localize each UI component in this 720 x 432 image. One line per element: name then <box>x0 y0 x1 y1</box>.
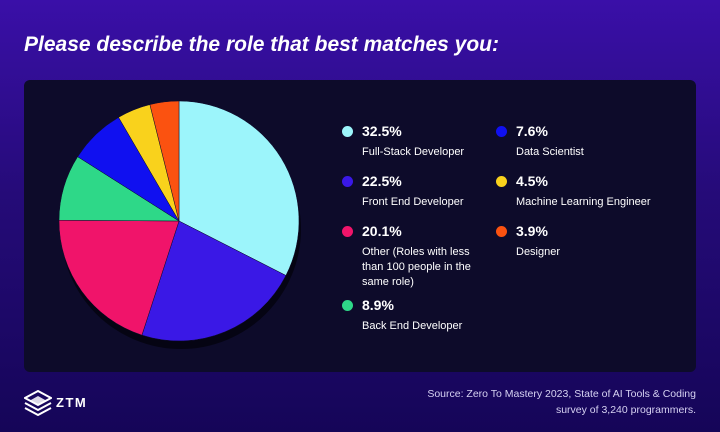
legend-dot <box>342 226 353 237</box>
pie-slice-2 <box>141 220 287 342</box>
legend-dot <box>342 126 353 137</box>
legend-value: 3.9% <box>516 223 548 239</box>
ztm-logo: ZTM <box>22 389 86 417</box>
legend-label: Data Scientist <box>516 146 584 158</box>
legend-value: 32.5% <box>362 123 402 139</box>
legend-dot <box>496 176 507 187</box>
legend-value: 7.6% <box>516 123 548 139</box>
legend-value: 4.5% <box>516 173 548 189</box>
legend-value: 8.9% <box>362 297 394 313</box>
legend-label: Machine Learning Engineer <box>516 196 651 208</box>
ztm-logo-icon <box>22 389 54 417</box>
legend-label: Other (Roles with less than 100 people i… <box>362 246 471 288</box>
legend-label: Full-Stack Developer <box>362 146 465 158</box>
legend-label: Back End Developer <box>362 320 463 332</box>
source-line-1: Source: Zero To Mastery 2023, State of A… <box>427 388 696 400</box>
source-note: Source: Zero To Mastery 2023, State of A… <box>356 386 696 418</box>
legend-value: 22.5% <box>362 173 402 189</box>
legend-dot <box>342 176 353 187</box>
legend-dot <box>496 226 507 237</box>
legend-label: Designer <box>516 246 561 258</box>
pie-slice-1 <box>178 100 300 276</box>
source-line-2: survey of 3,240 programmers. <box>555 404 696 416</box>
legend: 32.5% Full-Stack Developer 22.5% Front End … <box>24 80 696 372</box>
pie-chart <box>58 100 301 349</box>
legend-value: 20.1% <box>362 223 402 239</box>
legend-dot <box>496 126 507 137</box>
pie-slice-7 <box>149 100 180 222</box>
chart-title: Please describe the role that best match… <box>24 33 500 56</box>
legend-dot <box>342 300 353 311</box>
legend-label: Front End Developer <box>362 196 464 208</box>
logo-text: ZTM <box>56 395 88 410</box>
chart-panel: 32.5% Full-Stack Developer 22.5% Front End … <box>24 80 696 372</box>
pie-slice-3 <box>58 219 180 336</box>
